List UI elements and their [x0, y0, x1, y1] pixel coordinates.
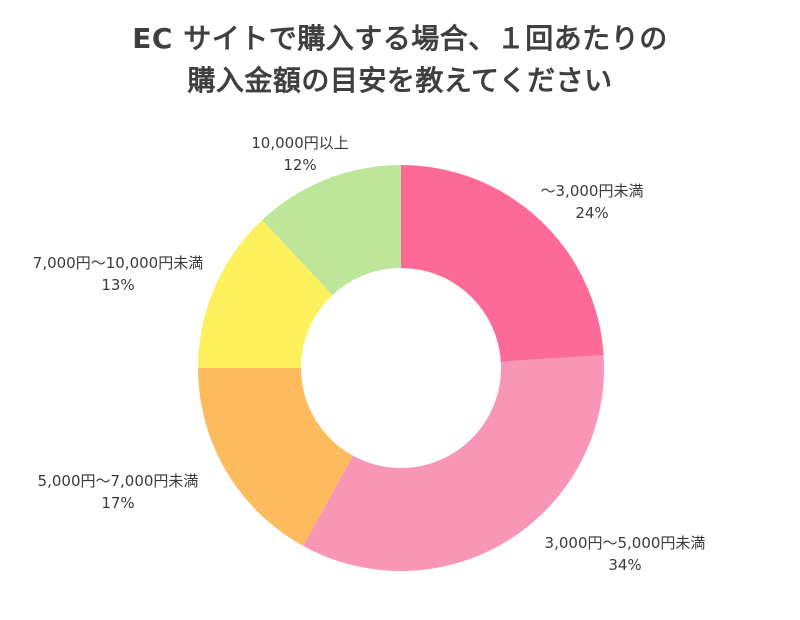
- slice-category-label-4: 7,000円～10,000円未満: [33, 254, 203, 272]
- slice-category-label-3: 5,000円～7,000円未満: [38, 472, 199, 490]
- donut-slice-3: [198, 368, 353, 546]
- slice-value-label-2: 34%: [608, 556, 641, 574]
- chart-title-line-1: EC サイトで購入する場合、１回あたりの: [132, 22, 668, 55]
- slice-category-label-2: 3,000円～5,000円未満: [545, 534, 706, 552]
- donut-slices: [198, 165, 605, 571]
- slice-value-label-1: 24%: [575, 204, 608, 222]
- donut-slice-1: [401, 165, 604, 362]
- slice-labels: ～3,000円未満 24% 3,000円～5,000円未満 34% 5,000円～7,0…: [33, 134, 706, 574]
- slice-value-label-5: 12%: [283, 156, 316, 174]
- slice-category-label-1: ～3,000円未満: [541, 182, 644, 200]
- donut-slice-4: [198, 220, 333, 368]
- slice-value-label-3: 17%: [101, 494, 134, 512]
- chart-title: EC サイトで購入する場合、１回あたりの 購入金額の目安を教えてください: [0, 18, 800, 102]
- slice-category-label-5: 10,000円以上: [251, 134, 349, 152]
- donut-slice-2: [303, 355, 605, 571]
- slice-value-label-4: 13%: [101, 276, 134, 294]
- chart-title-line-2: 購入金額の目安を教えてください: [187, 64, 613, 97]
- donut-slice-5: [262, 165, 401, 296]
